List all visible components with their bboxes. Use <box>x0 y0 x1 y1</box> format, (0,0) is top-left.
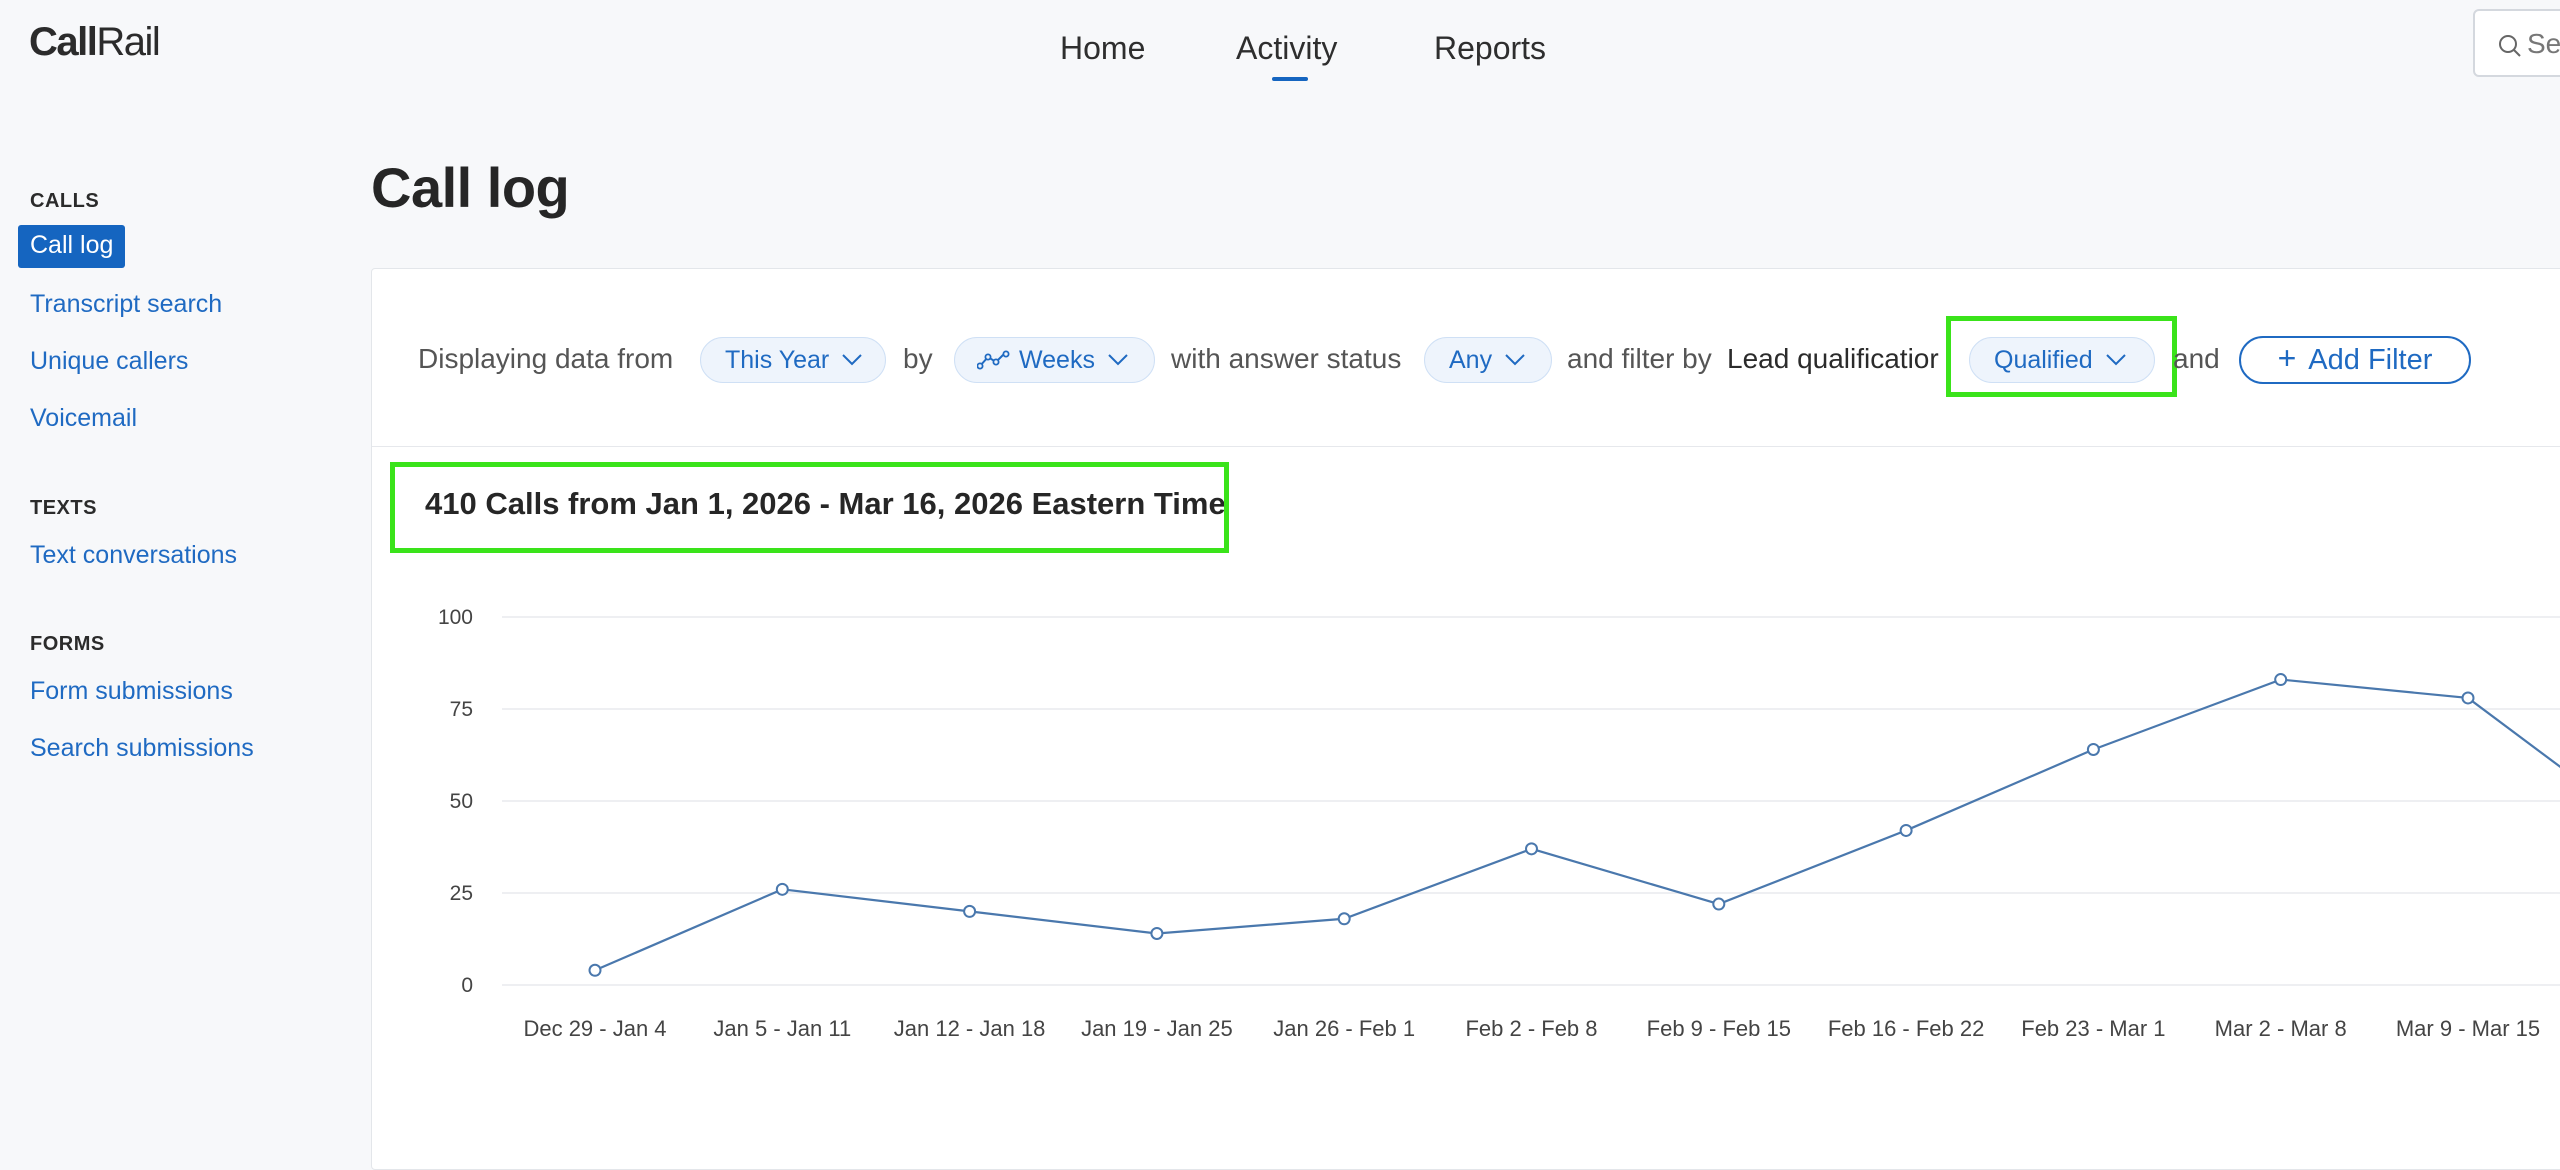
chevron-down-icon <box>1108 354 1128 366</box>
series-line <box>594 678 2560 972</box>
y-tick-label: 100 <box>438 606 473 629</box>
search-icon <box>2499 35 2521 57</box>
sidebar-heading-calls: CALLS <box>30 190 100 212</box>
x-tick-label: Feb 9 - Feb 15 <box>1647 1016 1791 1041</box>
sidebar-item-text-conversations[interactable]: Text conversations <box>30 541 238 569</box>
answer-status-value: Any <box>1449 345 1493 374</box>
sidebar-item-form-submissions[interactable]: Form submissions <box>30 677 233 705</box>
answer-status-label: with answer status <box>1171 343 1402 374</box>
data-point[interactable] <box>963 904 977 918</box>
data-point[interactable] <box>2086 742 2100 756</box>
sidebar-item-call-log[interactable]: Call log <box>18 225 126 268</box>
chevron-down-icon <box>2105 354 2126 366</box>
sidebar-heading-texts: TEXTS <box>30 497 97 519</box>
sidebar-item-search-submissions[interactable]: Search submissions <box>30 734 254 762</box>
data-point[interactable] <box>775 882 789 896</box>
filter-by-label-2: and filter by <box>1567 343 1712 374</box>
data-point[interactable] <box>588 963 602 977</box>
sidebar-heading-forms: FORMS <box>30 633 105 655</box>
data-point[interactable] <box>1712 897 1726 911</box>
filter-displaying-label: Displaying data from <box>418 343 674 374</box>
page-title: Call log <box>371 156 570 219</box>
sidebar-item-transcript-search[interactable]: Transcript search <box>30 290 223 318</box>
sidebar-item-voicemail[interactable]: Voicemail <box>30 404 137 432</box>
x-tick-label: Mar 2 - Mar 8 <box>2215 1016 2347 1041</box>
date-range-value: This Year <box>725 345 830 374</box>
logo-text-call: Call <box>29 20 98 64</box>
answer-status-dropdown[interactable]: Any <box>1424 337 1552 383</box>
calls-summary: 410 Calls from Jan 1, 2026 - Mar 16, 202… <box>425 486 1226 521</box>
x-tick-label: Jan 12 - Jan 18 <box>894 1016 1046 1041</box>
y-tick-label: 50 <box>450 790 473 813</box>
sidebar-item-unique-callers[interactable]: Unique callers <box>30 347 189 375</box>
x-tick-label: Dec 29 - Jan 4 <box>523 1016 666 1041</box>
panel-divider <box>372 446 2560 447</box>
filter-by-label: by <box>903 343 933 374</box>
search-placeholder: Se <box>2527 28 2560 59</box>
chevron-down-icon <box>842 354 862 366</box>
nav-activity[interactable]: Activity <box>1236 30 1338 66</box>
search-input[interactable]: Se <box>2473 9 2560 77</box>
y-tick-label: 0 <box>461 974 473 997</box>
grouping-value: Weeks <box>1019 345 1095 374</box>
nav-reports[interactable]: Reports <box>1434 30 1547 66</box>
nav-active-indicator <box>1272 77 1308 81</box>
x-tick-label: Feb 16 - Feb 22 <box>1828 1016 1985 1041</box>
calls-line-chart: 100 75 50 25 0 Dec 29 - Jan 4 Jan 5 - Jan 11 J… <box>438 606 2560 1041</box>
lead-qualification-label: Lead qualificatior <box>1727 343 1939 374</box>
data-point[interactable] <box>2274 673 2288 687</box>
x-tick-label: Feb 23 - Mar 1 <box>2021 1016 2165 1041</box>
data-point[interactable] <box>1899 823 1913 837</box>
logo-text-rail: Rail <box>96 20 160 64</box>
nav-home[interactable]: Home <box>1060 30 1146 66</box>
grouping-dropdown[interactable]: Weeks <box>954 337 1155 383</box>
data-point[interactable] <box>1525 842 1538 856</box>
chevron-down-icon <box>1505 354 1525 366</box>
x-tick-label: Jan 19 - Jan 25 <box>1081 1016 1233 1041</box>
x-tick-label: Jan 26 - Feb 1 <box>1273 1016 1415 1041</box>
date-range-dropdown[interactable]: This Year <box>700 337 886 383</box>
and-label: and <box>2173 343 2220 374</box>
add-filter-label: Add Filter <box>2308 343 2433 376</box>
data-point[interactable] <box>2461 691 2475 705</box>
data-point[interactable] <box>1337 912 1351 926</box>
call-log-panel <box>371 268 2560 1170</box>
x-tick-label: Mar 9 - Mar 15 <box>2396 1016 2540 1041</box>
x-tick-label: Feb 2 - Feb 8 <box>1465 1016 1597 1041</box>
add-filter-button[interactable]: + Add Filter <box>2239 336 2471 384</box>
trend-line-icon <box>977 350 1010 370</box>
data-point[interactable] <box>1150 926 1164 940</box>
x-tick-label: Jan 5 - Jan 11 <box>713 1016 851 1041</box>
y-tick-label: 25 <box>450 882 473 905</box>
plus-icon: + <box>2277 340 2297 376</box>
y-tick-label: 75 <box>450 698 473 721</box>
qualified-dropdown[interactable]: Qualified <box>1969 337 2155 383</box>
qualified-value: Qualified <box>1994 345 2093 374</box>
callrail-logo[interactable]: CallRail <box>29 20 161 65</box>
